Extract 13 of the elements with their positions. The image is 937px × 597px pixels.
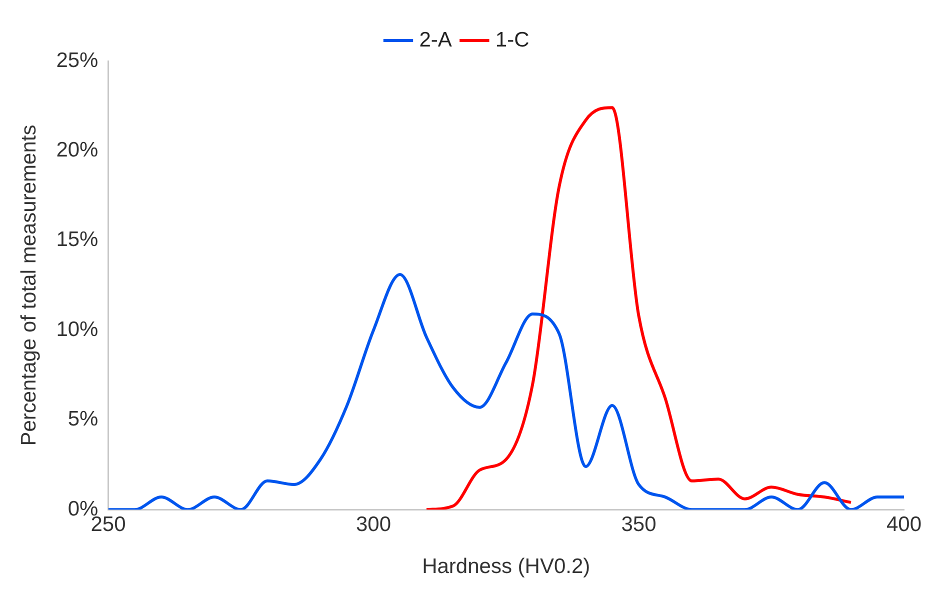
line-series (425, 106, 852, 510)
x-tick-label: 300 (356, 512, 392, 536)
x-axis-title: Hardness (HV0.2) (422, 555, 590, 578)
x-tick-label: 400 (886, 512, 922, 536)
y-axis-title: Percentage of total measurements (17, 124, 40, 446)
y-tick-label: 20% (56, 138, 98, 162)
legend-label: 2-A (419, 28, 452, 52)
y-tick-label: 15% (56, 228, 98, 252)
y-tick-label: 5% (68, 408, 98, 431)
legend-label: 1-C (495, 28, 530, 52)
y-tick-label: 25% (56, 48, 98, 72)
y-tick-label: 10% (56, 318, 98, 341)
x-tick-label: 350 (621, 512, 656, 536)
